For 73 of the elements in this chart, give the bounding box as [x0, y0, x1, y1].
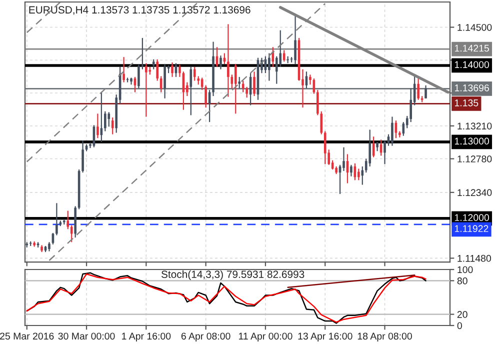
x-tick-label: 6 Apr 08:00 [181, 332, 230, 342]
candlestick [238, 76, 241, 89]
ref-line-label: 1.14215 [454, 44, 489, 52]
candlestick [66, 210, 70, 230]
candlestick [178, 64, 181, 78]
candlestick [361, 166, 364, 186]
candlestick [234, 63, 237, 114]
candlestick [138, 64, 140, 89]
candlestick [193, 66, 196, 82]
candlestick [275, 56, 278, 84]
y-tick-label: 100 [458, 266, 473, 274]
chart-title: Stoch(14,3,3) 79.5931 82.6993 [161, 270, 304, 280]
y-tick-label: 0 [457, 322, 462, 330]
candlestick [368, 129, 371, 167]
y-tick-label: 1.14500 [458, 24, 492, 31]
candlestick [104, 110, 106, 132]
candlestick [145, 62, 148, 118]
ref-line-label: 1.14000 [454, 61, 490, 68]
candlestick [342, 146, 345, 172]
candlestick [82, 140, 84, 174]
candlestick [122, 56, 125, 83]
candlestick [268, 52, 270, 82]
candlestick [204, 84, 207, 108]
candlestick [246, 86, 248, 98]
candlestick [350, 164, 352, 177]
x-tick-label: 25 Mar 2016 [0, 332, 54, 340]
y-tick-label: 1.13210 [458, 122, 492, 130]
x-tick-label: 13 Apr 16:00 [298, 332, 352, 342]
candlestick [70, 224, 73, 243]
candlestick [320, 110, 323, 135]
y-tick-label: 1.11480 [458, 254, 491, 262]
candlestick [417, 78, 420, 100]
candlestick [253, 71, 256, 97]
candlestick [190, 66, 192, 116]
candlestick [227, 24, 230, 98]
ref-line-label: 1.12000 [454, 214, 490, 222]
candlestick [164, 63, 166, 99]
candlestick [111, 116, 114, 135]
y-tick-label: 20 [457, 311, 468, 318]
candlestick [316, 89, 319, 116]
y-tick-label: 1.12780 [458, 156, 492, 162]
candlestick [376, 141, 378, 152]
ref-line-label: 1.13000 [454, 138, 490, 145]
ref-line-label: 1.135 [454, 99, 478, 106]
candlestick [96, 113, 99, 139]
candlestick [48, 242, 50, 252]
x-tick-label: 11 Apr 00:00 [238, 332, 292, 342]
candlestick [282, 50, 286, 62]
candlestick [171, 62, 174, 78]
ref-line-label: 1.13696 [454, 84, 489, 92]
x-tick-label: 18 Apr 08:00 [358, 332, 412, 342]
candlestick [56, 202, 58, 236]
candlestick [324, 130, 326, 165]
candlestick [384, 140, 386, 165]
candlestick [108, 112, 110, 128]
chart-title: EURUSD,H4 1.13573 1.13735 1.13572 1.13696 [29, 6, 250, 15]
y-tick-label: 80 [457, 277, 468, 284]
candlestick [152, 58, 155, 70]
candlestick [391, 116, 394, 146]
x-tick-label: 1 Apr 16:00 [122, 332, 171, 342]
candlestick [294, 14, 296, 64]
candlestick [279, 30, 282, 68]
candlestick [358, 168, 360, 181]
candlestick [220, 54, 222, 70]
candlestick [410, 88, 412, 123]
candlestick [156, 58, 158, 82]
ref-line-label: 1.11922 [454, 225, 488, 232]
candlestick [424, 84, 427, 99]
candlestick [402, 122, 405, 136]
y-tick-label: 1.12340 [458, 189, 492, 196]
x-tick-label: 30 Mar 00:00 [58, 332, 115, 340]
candlestick [200, 77, 204, 90]
candlestick [309, 74, 312, 86]
